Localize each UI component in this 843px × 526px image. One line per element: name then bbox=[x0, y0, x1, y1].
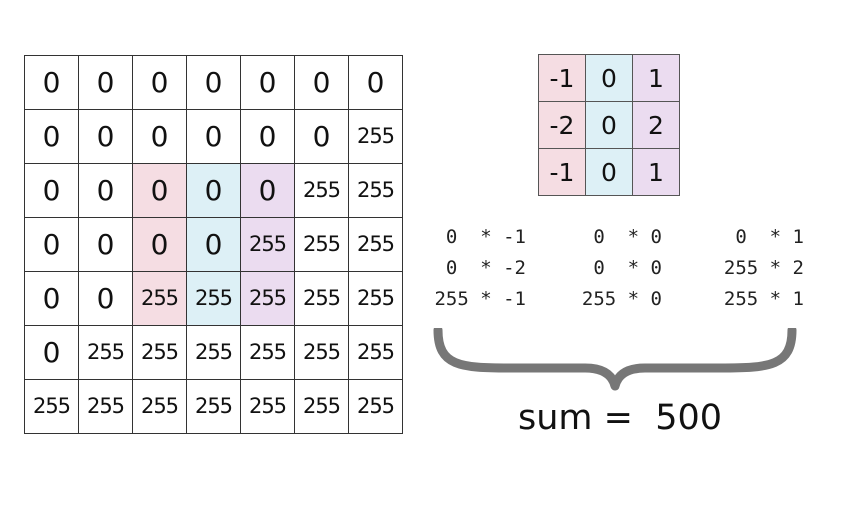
kernel-row: -1 0 1 bbox=[538, 148, 680, 196]
kernel-cell: 0 bbox=[585, 101, 633, 149]
pixel-cell: 255 bbox=[294, 379, 349, 434]
kernel-cell: -2 bbox=[538, 101, 586, 149]
product-term: 0 * 0 bbox=[593, 226, 662, 248]
product-term: 255 * -1 bbox=[434, 288, 526, 310]
pixel-cell: 0 bbox=[78, 109, 133, 164]
product-term: 255 * 2 bbox=[723, 257, 804, 279]
pixel-cell: 255 bbox=[294, 163, 349, 218]
pixel-cell: 0 bbox=[24, 271, 79, 326]
kernel-cell: 2 bbox=[632, 101, 680, 149]
pixel-cell: 0 bbox=[24, 55, 79, 110]
pixel-cell: 0 bbox=[24, 163, 79, 218]
grid-row: 255 255 255 255 255 255 255 bbox=[24, 379, 403, 434]
kernel-cell: -1 bbox=[538, 148, 586, 196]
sobel-kernel-grid: -1 0 1 -2 0 2 -1 0 1 bbox=[538, 54, 680, 196]
highlighted-pixel-cell: 0 bbox=[132, 217, 187, 272]
highlighted-pixel-cell: 0 bbox=[186, 163, 241, 218]
pixel-cell: 255 bbox=[348, 271, 403, 326]
curly-brace-icon bbox=[433, 328, 797, 391]
pixel-cell: 255 bbox=[186, 325, 241, 380]
products-column-right: 0 * 1 255 * 2 255 * 1 bbox=[704, 222, 804, 315]
kernel-cell: 0 bbox=[585, 148, 633, 196]
pixel-cell: 255 bbox=[348, 163, 403, 218]
pixel-cell: 255 bbox=[294, 271, 349, 326]
pixel-cell: 0 bbox=[240, 55, 295, 110]
pixel-cell: 0 bbox=[78, 271, 133, 326]
grid-row: 0 255 255 255 255 255 255 bbox=[24, 325, 403, 380]
highlighted-pixel-cell: 0 bbox=[240, 163, 295, 218]
pixel-cell: 0 bbox=[294, 109, 349, 164]
grid-row: 0 0 0 0 0 0 255 bbox=[24, 109, 403, 164]
pixel-cell: 0 bbox=[186, 55, 241, 110]
pixel-cell: 255 bbox=[348, 379, 403, 434]
highlighted-pixel-cell: 255 bbox=[240, 271, 295, 326]
pixel-cell: 0 bbox=[132, 55, 187, 110]
pixel-cell: 0 bbox=[24, 325, 79, 380]
pixel-cell: 255 bbox=[186, 379, 241, 434]
pixel-cell: 0 bbox=[24, 109, 79, 164]
pixel-cell: 0 bbox=[78, 163, 133, 218]
pixel-cell: 0 bbox=[78, 55, 133, 110]
products-column-left: 0 * -1 0 * -2 255 * -1 bbox=[414, 222, 526, 315]
pixel-cell: 255 bbox=[240, 379, 295, 434]
pixel-cell: 255 bbox=[294, 217, 349, 272]
pixel-cell: 0 bbox=[186, 109, 241, 164]
kernel-row: -2 0 2 bbox=[538, 101, 680, 149]
pixel-cell: 255 bbox=[132, 325, 187, 380]
product-term: 0 * -1 bbox=[445, 226, 526, 248]
pixel-cell: 255 bbox=[240, 325, 295, 380]
pixel-cell: 0 bbox=[348, 55, 403, 110]
pixel-cell: 255 bbox=[78, 325, 133, 380]
kernel-row: -1 0 1 bbox=[538, 54, 680, 102]
image-pixel-grid: 0 0 0 0 0 0 0 0 0 0 0 0 0 255 0 0 0 0 0 … bbox=[24, 55, 403, 434]
kernel-cell: -1 bbox=[538, 54, 586, 102]
grid-row: 0 0 255 255 255 255 255 bbox=[24, 271, 403, 326]
kernel-cell: 1 bbox=[632, 148, 680, 196]
product-term: 255 * 0 bbox=[581, 288, 662, 310]
pixel-cell: 0 bbox=[294, 55, 349, 110]
highlighted-pixel-cell: 255 bbox=[240, 217, 295, 272]
highlighted-pixel-cell: 255 bbox=[132, 271, 187, 326]
sum-result: sum = 500 bbox=[518, 398, 723, 438]
pixel-cell: 255 bbox=[348, 109, 403, 164]
kernel-cell: 0 bbox=[585, 54, 633, 102]
product-term: 0 * -2 bbox=[445, 257, 526, 279]
kernel-cell: 1 bbox=[632, 54, 680, 102]
pixel-cell: 255 bbox=[132, 379, 187, 434]
highlighted-pixel-cell: 255 bbox=[186, 271, 241, 326]
pixel-cell: 0 bbox=[78, 217, 133, 272]
pixel-cell: 255 bbox=[294, 325, 349, 380]
pixel-cell: 255 bbox=[348, 217, 403, 272]
pixel-cell: 0 bbox=[24, 217, 79, 272]
multiplication-products: 0 * -1 0 * -2 255 * -1 0 * 0 0 * 0 255 *… bbox=[414, 222, 814, 322]
product-term: 0 * 0 bbox=[593, 257, 662, 279]
grid-row: 0 0 0 0 255 255 255 bbox=[24, 217, 403, 272]
pixel-cell: 255 bbox=[348, 325, 403, 380]
highlighted-pixel-cell: 0 bbox=[132, 163, 187, 218]
products-column-middle: 0 * 0 0 * 0 255 * 0 bbox=[564, 222, 662, 315]
grid-row: 0 0 0 0 0 255 255 bbox=[24, 163, 403, 218]
highlighted-pixel-cell: 0 bbox=[186, 217, 241, 272]
pixel-cell: 0 bbox=[240, 109, 295, 164]
pixel-cell: 255 bbox=[78, 379, 133, 434]
product-term: 0 * 1 bbox=[735, 226, 804, 248]
product-term: 255 * 1 bbox=[723, 288, 804, 310]
pixel-cell: 255 bbox=[24, 379, 79, 434]
grid-row: 0 0 0 0 0 0 0 bbox=[24, 55, 403, 110]
pixel-cell: 0 bbox=[132, 109, 187, 164]
